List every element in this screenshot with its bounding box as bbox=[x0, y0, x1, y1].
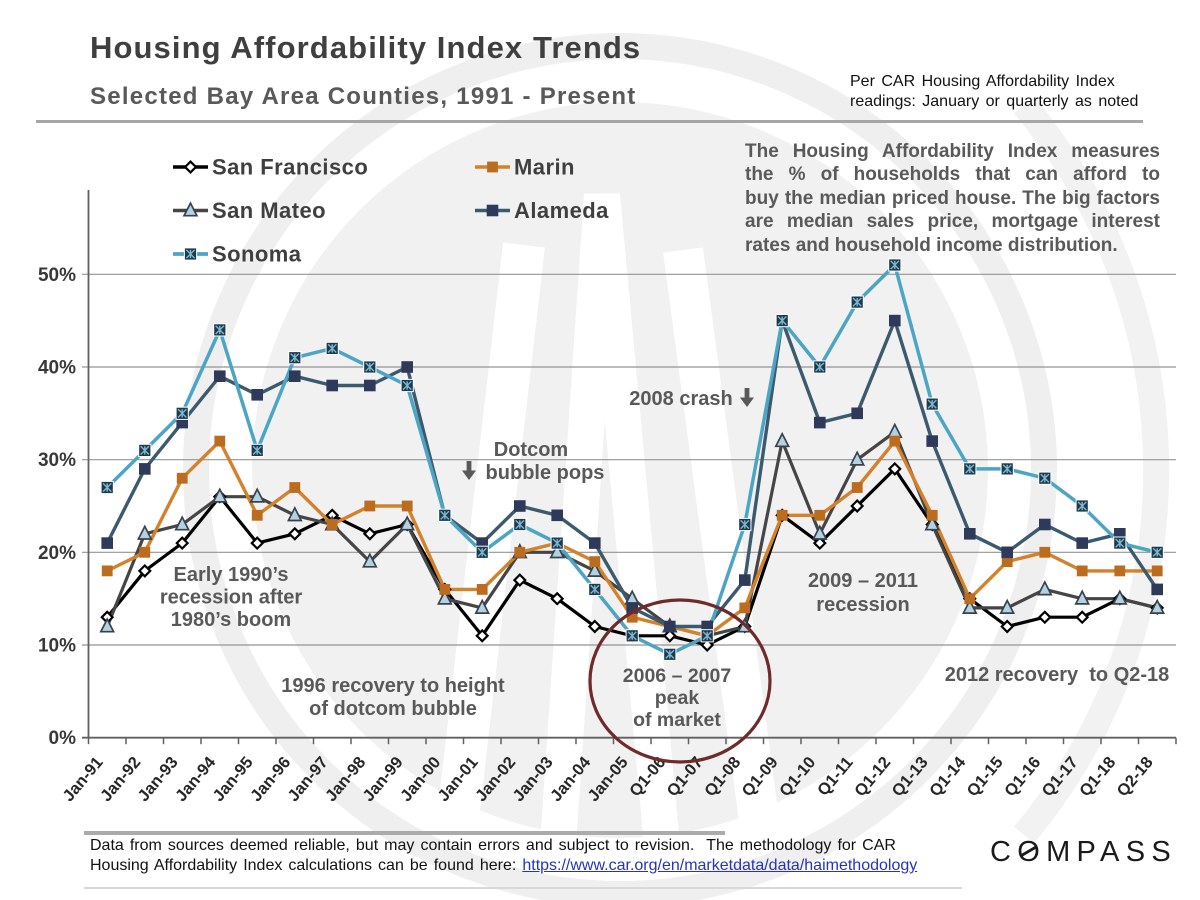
svg-text:2008 crash: 2008 crash bbox=[629, 388, 732, 410]
svg-text:Jan-98: Jan-98 bbox=[322, 754, 369, 806]
svg-text:Jan-96: Jan-96 bbox=[247, 754, 294, 806]
svg-text:Q1-17: Q1-17 bbox=[1038, 754, 1081, 801]
svg-text:Q1-08: Q1-08 bbox=[701, 754, 744, 801]
svg-text:Jan-99: Jan-99 bbox=[359, 754, 406, 806]
svg-text:10%: 10% bbox=[38, 636, 76, 657]
svg-text:0%: 0% bbox=[49, 728, 77, 749]
svg-text:Q2-18: Q2-18 bbox=[1113, 754, 1156, 801]
svg-text:40%: 40% bbox=[38, 358, 76, 379]
svg-text:Jan-97: Jan-97 bbox=[284, 754, 331, 806]
svg-text:Jan-93: Jan-93 bbox=[134, 754, 181, 806]
svg-text:Jan-05: Jan-05 bbox=[584, 754, 631, 806]
svg-text:Q1-16: Q1-16 bbox=[1001, 754, 1044, 801]
svg-text:COMPASS: COMPASS bbox=[990, 836, 1177, 868]
svg-text:Q1-11: Q1-11 bbox=[814, 754, 857, 800]
svg-text:bubble pops: bubble pops bbox=[486, 462, 605, 484]
svg-text:San Francisco: San Francisco bbox=[212, 155, 368, 180]
svg-text:Marin: Marin bbox=[514, 155, 575, 180]
svg-text:Q1-12: Q1-12 bbox=[851, 754, 894, 801]
svg-text:Jan-00: Jan-00 bbox=[397, 754, 444, 806]
svg-text:Q1-14: Q1-14 bbox=[926, 753, 970, 800]
svg-text:Q1-18: Q1-18 bbox=[1076, 754, 1119, 801]
svg-text:Jan-02: Jan-02 bbox=[472, 754, 519, 806]
svg-text:2012 recovery to Q2-18: 2012 recovery to Q2-18 bbox=[945, 664, 1170, 686]
svg-text:50%: 50% bbox=[38, 265, 76, 286]
svg-text:San Mateo: San Mateo bbox=[212, 198, 326, 223]
svg-text:Jan-91: Jan-91 bbox=[59, 754, 106, 806]
svg-text:Alameda: Alameda bbox=[514, 198, 609, 223]
svg-text:30%: 30% bbox=[38, 450, 76, 471]
svg-text:Q1-09: Q1-09 bbox=[738, 754, 781, 801]
svg-text:Q1-15: Q1-15 bbox=[963, 754, 1006, 801]
svg-text:Dotcom: Dotcom bbox=[494, 439, 568, 461]
svg-text:Q1-13: Q1-13 bbox=[888, 754, 931, 801]
svg-text:Jan-95: Jan-95 bbox=[209, 754, 256, 806]
svg-text:Sonoma: Sonoma bbox=[212, 242, 302, 267]
svg-text:20%: 20% bbox=[38, 543, 76, 564]
svg-text:Q1-10: Q1-10 bbox=[776, 754, 819, 801]
svg-text:Jan-01: Jan-01 bbox=[434, 754, 481, 806]
svg-text:Jan-03: Jan-03 bbox=[509, 754, 556, 806]
svg-text:Jan-92: Jan-92 bbox=[97, 754, 144, 806]
